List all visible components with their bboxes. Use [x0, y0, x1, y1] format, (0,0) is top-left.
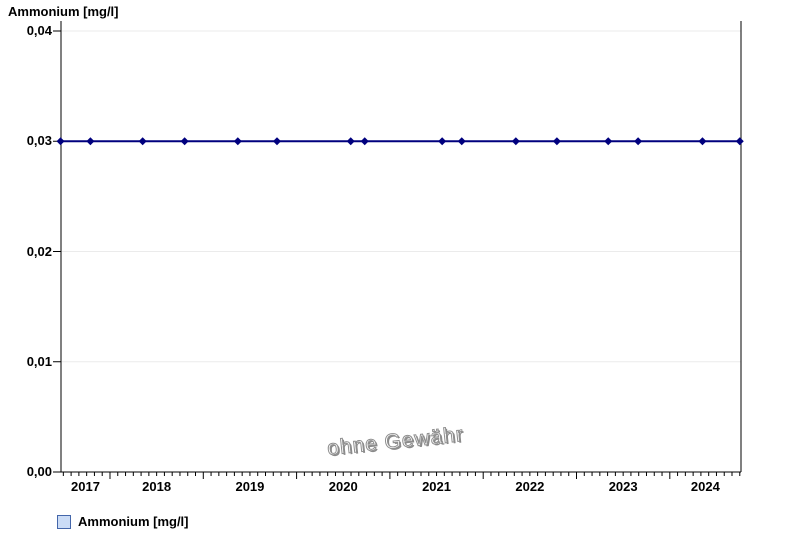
x-axis-tick-label: 2021	[422, 479, 451, 494]
x-axis-tick-label: 2018	[142, 479, 172, 494]
x-axis-tick-label: 2017	[71, 479, 100, 494]
y-axis-tick-label: 0,01	[26, 353, 52, 369]
legend: Ammonium [mg/l]	[57, 514, 189, 529]
x-axis-tick-label: 2023	[608, 479, 638, 494]
legend-label: Ammonium [mg/l]	[78, 514, 189, 529]
chart-title: Ammonium [mg/l]	[8, 4, 119, 19]
y-axis-tick-label: 0,02	[26, 243, 52, 259]
x-axis-tick-label: 2024	[690, 479, 720, 494]
y-axis-tick-label: 0,04	[26, 23, 52, 38]
x-axis-tick-label: 2020	[328, 479, 358, 494]
x-axis-tick-label: 2022	[515, 479, 545, 494]
y-axis-tick-label: 0,03	[26, 133, 52, 149]
y-axis-tick-label: 0,00	[26, 464, 52, 479]
legend-swatch-icon	[57, 514, 71, 529]
x-axis-tick-label: 2019	[235, 479, 265, 494]
